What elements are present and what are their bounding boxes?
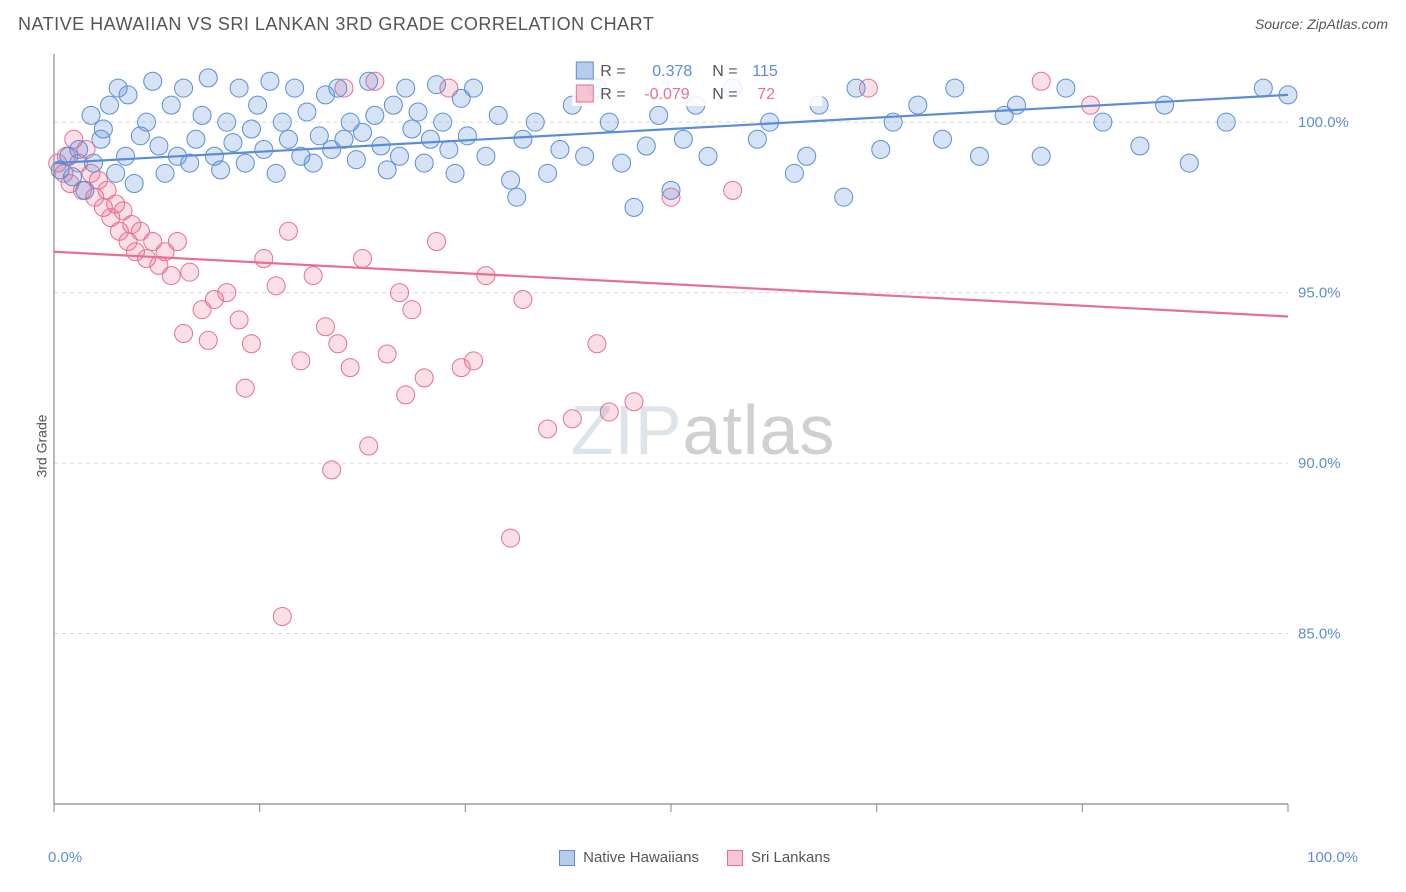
legend-item-series1: Native Hawaiians: [559, 849, 699, 866]
svg-text:N =: N =: [712, 63, 737, 80]
svg-text:90.0%: 90.0%: [1298, 455, 1341, 472]
x-axis-max-tick: 100.0%: [1307, 849, 1358, 866]
chart-title: NATIVE HAWAIIAN VS SRI LANKAN 3RD GRADE …: [18, 14, 654, 35]
legend-swatch-series2: [727, 850, 743, 866]
x-axis-min-tick: 0.0%: [48, 849, 82, 866]
svg-text:95.0%: 95.0%: [1298, 285, 1341, 302]
svg-text:R =: R =: [600, 86, 625, 103]
svg-text:115: 115: [752, 63, 778, 80]
svg-text:0.378: 0.378: [652, 63, 692, 80]
legend-label-series2: Sri Lankans: [751, 849, 830, 866]
svg-text:85.0%: 85.0%: [1298, 626, 1341, 643]
svg-text:N =: N =: [712, 86, 737, 103]
legend-swatch-series1: [559, 850, 575, 866]
chart-plot-area: 85.0% 90.0% 95.0% 100.0% R = 0.378 N = 115 R = -0…: [48, 48, 1358, 818]
legend-item-series2: Sri Lankans: [727, 849, 830, 866]
svg-text:R =: R =: [600, 63, 625, 80]
svg-text:100.0%: 100.0%: [1298, 114, 1349, 131]
legend: Native Hawaiians Sri Lankans: [559, 849, 830, 866]
source-label: Source: ZipAtlas.com: [1255, 16, 1388, 32]
svg-text:-0.079: -0.079: [644, 86, 689, 103]
svg-text:72: 72: [757, 86, 775, 103]
legend-label-series1: Native Hawaiians: [583, 849, 699, 866]
